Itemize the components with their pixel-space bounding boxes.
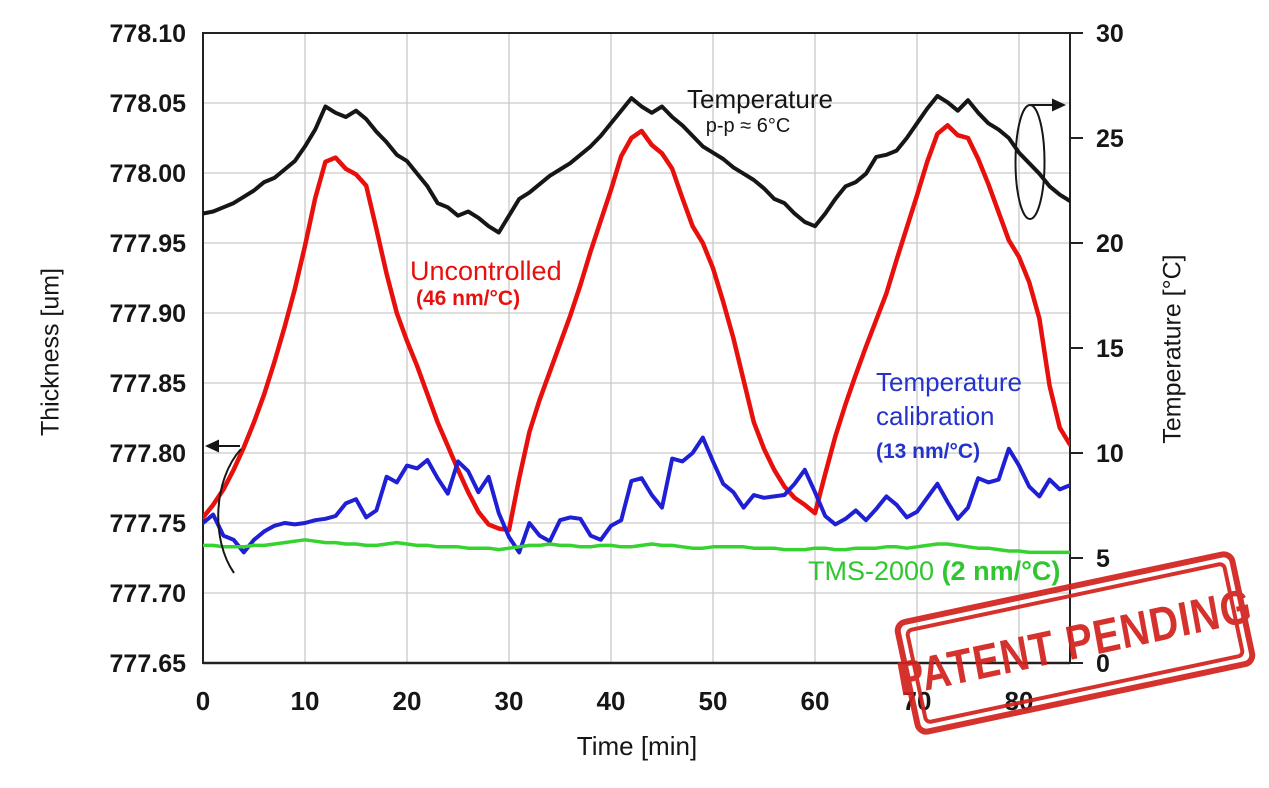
x-tick-label: 20 [393, 686, 422, 716]
y-right-tick-label: 30 [1096, 20, 1124, 48]
x-tick-label: 50 [699, 686, 728, 716]
y-left-tick-label: 777.90 [110, 300, 186, 328]
tms-annotation-coeff: (2 nm/°C) [941, 556, 1061, 586]
y-left-tick-label: 777.75 [110, 510, 187, 538]
calibration-annotation-coeff: (13 nm/°C) [876, 439, 981, 463]
calibration-annotation-line2: calibration [876, 400, 995, 431]
right-axis-arrow [1014, 98, 1066, 220]
calibration-annotation-line1: Temperature [876, 367, 1022, 397]
temperature-annotation-title: Temperature [687, 84, 833, 114]
temperature-annotation: Temperature p-p ≈ 6°C [655, 84, 865, 138]
temperature-annotation-pp: p-p ≈ 6°C [705, 114, 791, 137]
y-right-tick-label: 10 [1096, 440, 1124, 468]
y-left-tick-label: 777.95 [110, 230, 187, 258]
x-tick-label: 0 [196, 686, 210, 716]
x-tick-label: 40 [597, 686, 626, 716]
x-axis-label: Time [min] [576, 731, 698, 761]
series-lines [203, 94, 1070, 555]
axis-ticks-and-labels: 0 10 20 30 40 50 60 70 80777.65777.70777.75777.8… [110, 20, 1124, 716]
series-temperature-calibration [203, 435, 1070, 555]
y-left-tick-label: 777.65 [110, 650, 187, 678]
y-left-tick-label: 778.05 [110, 90, 187, 118]
x-tick-label: 80 [1005, 686, 1034, 716]
series-tms-2000 [203, 538, 1070, 555]
calibration-annotation: Temperature calibration (13 nm/°C) [876, 366, 1022, 465]
y-left-tick-label: 778.10 [110, 20, 186, 48]
uncontrolled-annotation-title: Uncontrolled [410, 256, 562, 286]
gridlines [203, 33, 1070, 663]
y-left-tick-label: 777.85 [110, 370, 187, 398]
y-right-tick-label: 20 [1096, 230, 1124, 258]
series-temperature [203, 94, 1070, 235]
y-left-tick-label: 777.70 [110, 580, 186, 608]
x-tick-label: 60 [801, 686, 830, 716]
y-right-tick-label: 0 [1096, 650, 1110, 678]
tms-annotation-name: TMS-2000 [808, 556, 942, 586]
y-right-tick-label: 25 [1096, 125, 1124, 153]
y-right-tick-label: 5 [1096, 545, 1110, 573]
y-left-tick-label: 778.00 [110, 160, 186, 188]
uncontrolled-annotation-coeff: (46 nm/°C) [416, 287, 521, 311]
x-tick-label: 70 [903, 686, 932, 716]
x-tick-label: 30 [495, 686, 524, 716]
uncontrolled-annotation: Uncontrolled (46 nm/°C) [410, 256, 562, 311]
tms-annotation: TMS-2000 (2 nm/°C) [808, 556, 1060, 587]
left-axis-arrow [205, 439, 242, 574]
y-right-tick-label: 15 [1096, 335, 1124, 363]
x-tick-label: 10 [291, 686, 320, 716]
series-uncontrolled [203, 123, 1070, 533]
y-left-tick-label: 777.80 [110, 440, 186, 468]
